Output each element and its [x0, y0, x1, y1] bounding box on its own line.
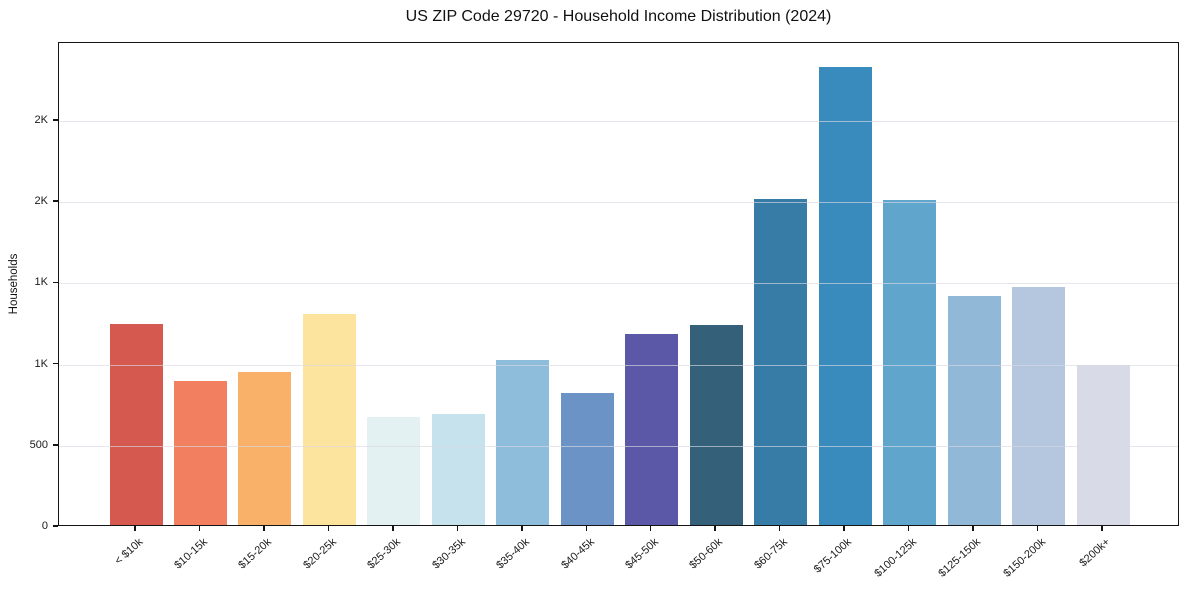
- bar-35-40k: [496, 360, 550, 525]
- x-tick-label: $30-35k: [429, 536, 468, 572]
- x-tick-mark: [1101, 526, 1103, 531]
- x-tick-label: $200k+: [1076, 536, 1113, 570]
- x-tick-label: $15-20k: [236, 536, 274, 572]
- x-tick-mark: [778, 526, 781, 531]
- y-tick-mark: [53, 200, 58, 202]
- y-tick-mark: [53, 119, 58, 121]
- x-tick-label: $25-30k: [365, 536, 403, 572]
- x-tick-mark: [585, 526, 588, 531]
- gridline: [59, 364, 1178, 366]
- chart-title: US ZIP Code 29720 - Household Income Dis…: [405, 8, 832, 25]
- y-tick-label: 0: [41, 520, 48, 532]
- bar-100-125k: [883, 200, 937, 525]
- x-tick-label: $150-200k: [1000, 536, 1048, 580]
- x-tick-mark: [907, 526, 910, 531]
- bar-150-200k: [1012, 287, 1066, 525]
- bar-30-35k: [431, 413, 485, 525]
- x-tick-label: $75-100k: [812, 536, 855, 576]
- x-tick-mark: [521, 526, 523, 531]
- bar-75-100k: [818, 67, 872, 525]
- bar-125-150k: [947, 296, 1001, 525]
- x-tick-label: $20-25k: [300, 536, 339, 572]
- bar-50-60k: [689, 325, 743, 525]
- x-tick-label: $40-45k: [558, 536, 597, 572]
- y-tick-label: 2K: [34, 113, 48, 126]
- bar-25-30k: [367, 417, 421, 525]
- gridline: [59, 283, 1178, 285]
- bar-15-20k: [238, 371, 292, 525]
- x-tick-label: $125-150k: [936, 536, 984, 580]
- x-tick-mark: [843, 526, 845, 531]
- y-tick-label: 1K: [34, 357, 48, 370]
- y-tick-label: 500: [29, 438, 48, 451]
- gridline: [59, 445, 1178, 447]
- x-tick-label: $50-60k: [687, 536, 726, 572]
- x-tick-mark: [456, 526, 459, 531]
- y-tick-mark: [53, 362, 58, 365]
- x-tick-label: $45-50k: [623, 536, 661, 572]
- x-tick-label: $35-40k: [494, 536, 532, 572]
- bar-10-15k: [173, 381, 227, 525]
- plot-area: [58, 42, 1179, 526]
- y-tick-mark: [53, 525, 58, 527]
- x-tick-mark: [1036, 526, 1039, 531]
- x-tick-mark: [649, 526, 652, 531]
- bar-60-75k: [754, 198, 808, 525]
- x-tick-label: $60-75k: [752, 536, 790, 572]
- gridline: [59, 120, 1178, 122]
- bar-10k: [109, 324, 163, 525]
- y-tick-label: 1K: [34, 276, 48, 289]
- bar-45-50k: [625, 334, 679, 525]
- bar-20-25k: [302, 313, 356, 525]
- x-tick-mark: [392, 526, 394, 531]
- bar-200k: [1076, 365, 1130, 525]
- y-tick-mark: [53, 444, 58, 446]
- gridline: [59, 202, 1178, 204]
- x-tick-mark: [198, 526, 201, 531]
- y-tick-label: 2K: [34, 195, 48, 208]
- x-tick-mark: [263, 526, 265, 531]
- y-tick-mark: [53, 281, 58, 284]
- x-tick-label: $100-125k: [871, 536, 919, 580]
- x-tick-mark: [972, 526, 974, 531]
- x-tick-label: $10-15k: [171, 536, 210, 572]
- x-tick-mark: [714, 526, 716, 531]
- x-tick-mark: [327, 526, 330, 531]
- bar-40-45k: [560, 392, 614, 525]
- x-tick-mark: [134, 526, 136, 531]
- x-tick-label: < $10k: [112, 536, 146, 568]
